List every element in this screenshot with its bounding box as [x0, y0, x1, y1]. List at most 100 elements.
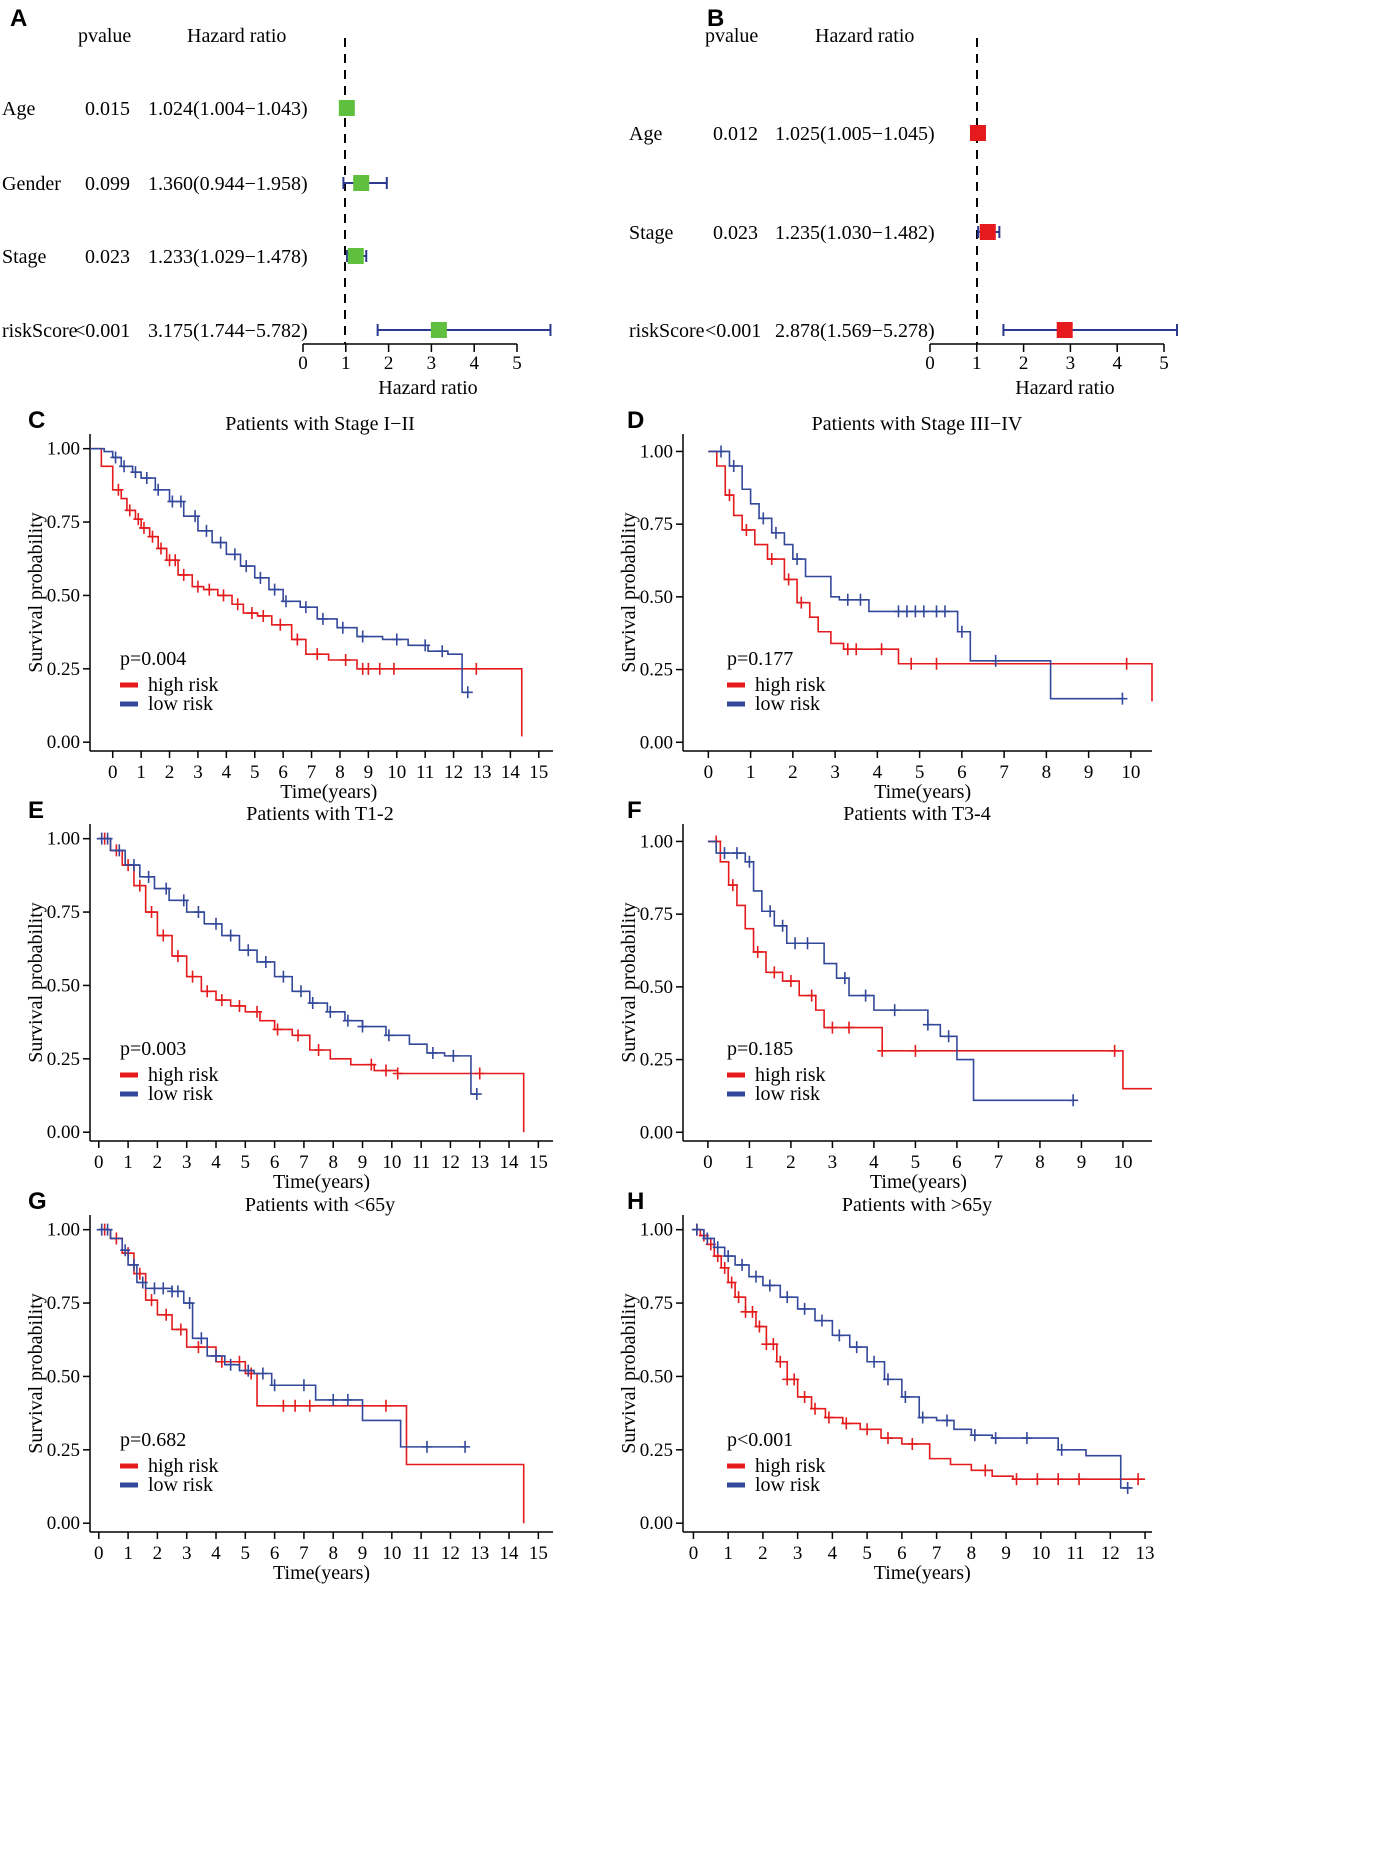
hazard-ratio-marker	[1056, 322, 1073, 338]
row-label-riskscore: riskScore	[2, 320, 78, 342]
km-plot-d-svg: D Patients with Stage III−IV 0.00 0.25 0.50 0…	[618, 407, 1153, 803]
censor-mark	[161, 1308, 172, 1321]
x-tick-label: 1	[123, 1152, 133, 1173]
censor-mark	[312, 648, 323, 661]
censor-mark	[110, 451, 121, 464]
x-tick-label: 4	[211, 1543, 221, 1564]
y-tick-label: 1.00	[47, 829, 80, 850]
x-tick-label: 1	[723, 1543, 733, 1564]
censor-mark	[211, 1349, 222, 1362]
censor-mark	[724, 489, 735, 502]
y-axis-title: Survival probability	[25, 512, 47, 673]
x-axis-title: Time(years)	[273, 1171, 370, 1193]
censor-mark	[712, 1241, 723, 1254]
censor-mark	[733, 1291, 744, 1304]
censor-mark	[860, 989, 871, 1002]
x-tick-label: 1	[746, 762, 756, 783]
y-tick-label: 0.50	[47, 585, 80, 606]
y-tick-label: 0.25	[47, 1049, 80, 1070]
censor-mark	[278, 970, 289, 983]
censor-mark	[313, 1044, 324, 1057]
panel-letter: G	[28, 1188, 47, 1215]
censor-mark	[420, 639, 431, 652]
x-tick-label: 3	[830, 762, 840, 783]
y-tick-label: 0.75	[640, 514, 673, 535]
censor-mark	[380, 1064, 391, 1077]
x-tick-label: 8	[335, 762, 345, 783]
x-tick-label: 11	[412, 1543, 430, 1564]
censor-mark	[810, 1402, 821, 1415]
x-tick-label: 3	[182, 1152, 192, 1173]
censor-mark	[869, 1355, 880, 1368]
censor-mark	[744, 855, 755, 868]
censor-mark	[770, 526, 781, 539]
p-value-label: p=0.682	[120, 1429, 186, 1451]
chart-title: Patients with T3-4	[843, 803, 990, 825]
censor-mark	[234, 999, 245, 1012]
censor-mark	[842, 643, 853, 656]
censor-mark	[782, 1291, 793, 1304]
x-tick-label: 2	[786, 1152, 796, 1173]
legend-label: high risk	[755, 674, 826, 696]
censor-mark	[172, 1285, 183, 1298]
x-tick-label: 2	[758, 1543, 768, 1564]
censor-mark	[243, 1364, 254, 1377]
censor-mark	[257, 1367, 268, 1380]
censor-mark	[802, 937, 813, 950]
censor-mark	[201, 524, 212, 537]
x-tick-label: 7	[299, 1152, 309, 1173]
censor-mark	[799, 1302, 810, 1315]
censor-mark	[380, 1399, 391, 1412]
x-tick-label: 3	[1066, 353, 1076, 374]
censor-mark	[102, 1223, 113, 1236]
censor-mark	[726, 1276, 737, 1289]
y-tick-label: 0.75	[640, 904, 673, 925]
censor-mark	[969, 1429, 980, 1442]
x-tick-label: 7	[299, 1543, 309, 1564]
censor-mark	[290, 1399, 301, 1412]
x-tick-label: 10	[382, 1543, 401, 1564]
survival-curve-low-risk	[98, 837, 477, 1095]
censor-mark	[766, 553, 777, 566]
censor-mark	[437, 645, 448, 658]
x-tick-label: 14	[500, 1543, 520, 1564]
censor-mark	[307, 997, 318, 1010]
censor-mark	[357, 1020, 368, 1033]
x-tick-label: 8	[1042, 762, 1052, 783]
chart-title: Patients with T1-2	[246, 803, 393, 825]
legend-label: high risk	[148, 1064, 219, 1086]
censor-mark	[337, 621, 348, 634]
row-label-age: Age	[2, 98, 35, 120]
y-tick-label: 0.50	[47, 1366, 80, 1387]
x-axis-title: Time(years)	[870, 1171, 967, 1193]
p-value-label: p=0.003	[120, 1038, 186, 1060]
censor-mark	[215, 536, 226, 549]
y-tick-label: 0.25	[640, 1050, 673, 1071]
col-header-hazard-ratio: Hazard ratio	[815, 25, 914, 47]
x-tick-label: 0	[925, 353, 935, 374]
censor-mark	[823, 1411, 834, 1424]
x-tick-label: 13	[470, 1543, 489, 1564]
x-tick-label: 1	[341, 353, 351, 374]
censor-mark	[1056, 1443, 1067, 1456]
censor-mark	[792, 553, 803, 566]
x-tick-label: 8	[1035, 1152, 1045, 1173]
censor-mark	[184, 1297, 195, 1310]
x-tick-label: 2	[153, 1543, 163, 1564]
row-label-gender: Gender	[2, 173, 61, 195]
censor-mark	[910, 605, 921, 618]
panel-letter: C	[28, 407, 45, 434]
x-tick-label: 12	[441, 1152, 460, 1173]
censor-mark	[328, 1393, 339, 1406]
censor-mark	[806, 989, 817, 1002]
censor-mark	[258, 609, 269, 622]
x-tick-label: 1	[745, 1152, 755, 1173]
censor-mark	[1053, 1473, 1064, 1486]
censor-mark	[193, 1341, 204, 1354]
panel-letter: F	[627, 797, 642, 824]
x-tick-label: 12	[1101, 1543, 1120, 1564]
censor-mark	[799, 1390, 810, 1403]
x-tick-label: 4	[1112, 353, 1122, 374]
censor-mark	[764, 1279, 775, 1292]
km-plot-g-svg: G Patients with <65y 0.00 0.25 0.50 0.75 1.00 0…	[25, 1188, 553, 1584]
